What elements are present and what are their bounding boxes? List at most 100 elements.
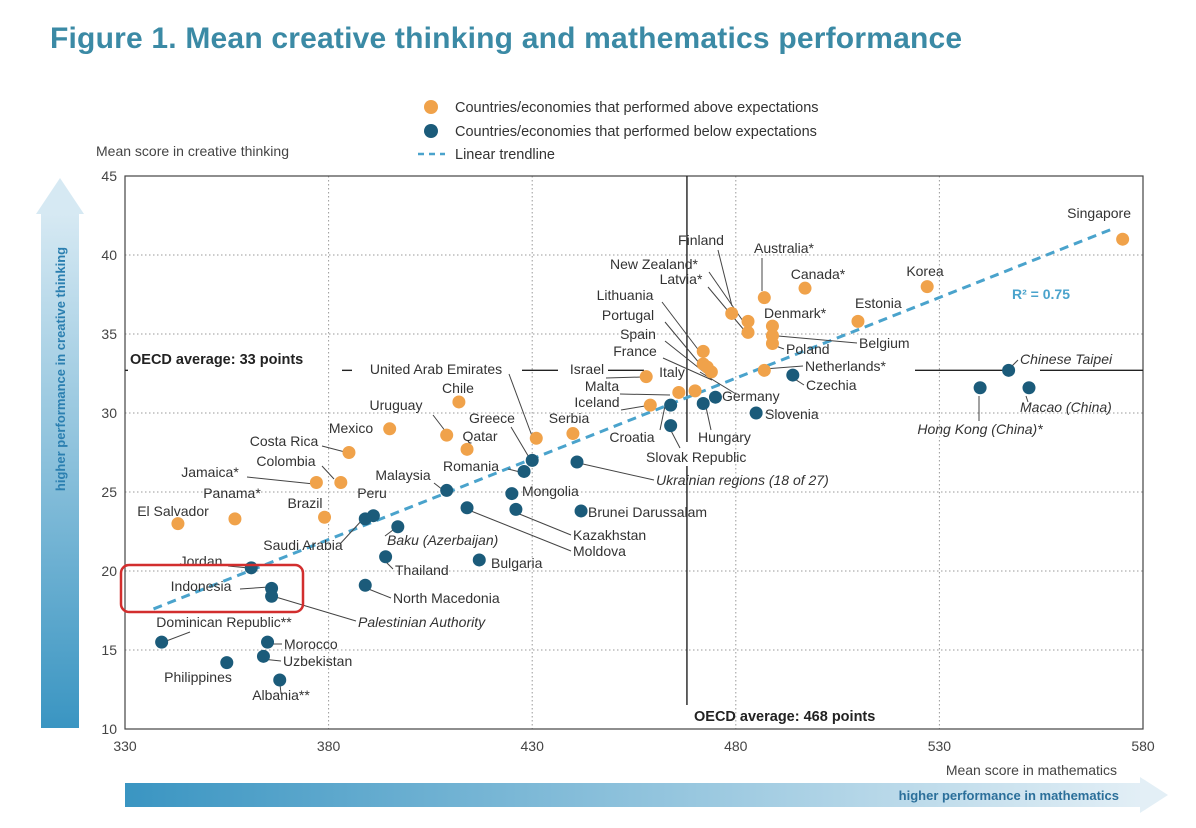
point-australia (757, 291, 771, 305)
x-tick-label: 330 (113, 738, 137, 754)
point-serbia (566, 427, 580, 441)
leader-indonesia (239, 586, 270, 590)
label-netherlands: Netherlands* (805, 358, 886, 374)
x-tick-label: 430 (521, 738, 545, 754)
x-tick-label: 530 (928, 738, 952, 754)
label-moldova: Moldova (573, 543, 626, 559)
point-new-zealand (741, 314, 755, 328)
label-france: France (613, 343, 657, 359)
point-macao-china (1022, 381, 1036, 395)
label-czechia: Czechia (806, 377, 857, 393)
label-australia: Australia* (754, 240, 814, 256)
label-slovenia: Slovenia (765, 406, 819, 422)
x-axis-title: Mean score in mathematics (946, 762, 1117, 778)
point-mongolia (505, 487, 519, 501)
x-arrow-label: higher performance in mathematics (899, 788, 1119, 803)
point-latvia (741, 325, 755, 339)
y-tick-label: 45 (101, 168, 117, 184)
leader-kazakhstan (511, 510, 572, 536)
oecd-math-label: OECD average: 468 points (694, 709, 875, 725)
label-colombia: Colombia (256, 453, 315, 469)
point-philippines (220, 656, 234, 670)
legend-below-marker (424, 124, 438, 138)
leader-costa-rica (321, 445, 346, 453)
point-baku-azerbaijan (391, 520, 405, 534)
point-moldova (460, 501, 474, 515)
label-mexico: Mexico (329, 420, 374, 436)
leader-malta (619, 393, 671, 396)
x-tick-label: 580 (1131, 738, 1155, 754)
label-albania: Albania** (252, 687, 310, 703)
point-slovenia (749, 406, 763, 420)
label-canada: Canada* (791, 266, 846, 282)
label-chinese-taipei: Chinese Taipei (1020, 351, 1113, 367)
point-saudi-arabia (358, 512, 372, 526)
label-poland: Poland (786, 341, 830, 357)
label-denmark: Denmark* (764, 305, 827, 321)
label-philippines: Philippines (164, 669, 232, 685)
point-slovak-republic (664, 419, 678, 433)
leader-israel (605, 376, 643, 379)
label-el-salvador: El Salvador (137, 503, 209, 519)
point-jamaica (309, 476, 323, 490)
point-hong-kong-china (973, 381, 987, 395)
leader-iceland (620, 405, 646, 411)
legend-above-marker (424, 100, 438, 114)
point-thailand (379, 550, 393, 564)
leader-jamaica (246, 476, 315, 485)
point-denmark (765, 319, 779, 333)
label-macao-china: Macao (China) (1020, 399, 1112, 415)
leader-latvia (707, 286, 745, 331)
leader-palestinian-authority (268, 594, 357, 622)
label-mongolia: Mongolia (522, 483, 579, 499)
label-greece: Greece (469, 410, 515, 426)
point-iceland (643, 398, 657, 412)
highlight-box (119, 563, 305, 614)
y-tick-label: 30 (101, 405, 117, 421)
leader-germany (699, 371, 737, 395)
label-brunei-darussalam: Brunei Darussalam (588, 504, 707, 520)
x-tick-label: 380 (317, 738, 341, 754)
leader-france (662, 357, 713, 381)
oecd-creative-label: OECD average: 33 points (130, 352, 303, 368)
y-tick-label: 35 (101, 326, 117, 342)
page-title: Figure 1. Mean creative thinking and mat… (50, 22, 963, 55)
legend-trend-text: Linear trendline (455, 147, 555, 163)
label-north-macedonia: North Macedonia (393, 590, 500, 606)
point-romania (517, 464, 531, 478)
point-albania (273, 673, 287, 687)
label-singapore: Singapore (1067, 205, 1131, 221)
grid (124, 175, 1144, 730)
label-baku-azerbaijan: Baku (Azerbaijan) (387, 532, 498, 548)
point-poland (765, 336, 779, 350)
label-peru: Peru (357, 485, 387, 501)
point-lithuania (696, 344, 710, 358)
label-croatia: Croatia (609, 429, 654, 445)
leader-uruguay (432, 414, 447, 433)
y-tick-label: 25 (101, 484, 117, 500)
point-brazil (318, 510, 332, 524)
label-estonia: Estonia (855, 295, 902, 311)
x-performance-arrow: higher performance in mathematics (125, 777, 1168, 813)
highlight-box-group (119, 563, 305, 614)
label-bulgaria: Bulgaria (491, 555, 543, 571)
label-germany: Germany (722, 388, 780, 404)
legend: Countries/economies that performed above… (418, 100, 819, 163)
label-saudi-arabia: Saudi Arabia (263, 537, 343, 553)
label-panama: Panama* (203, 485, 261, 501)
trendline: R² = 0.75 (152, 228, 1111, 611)
label-jamaica: Jamaica* (181, 464, 239, 480)
label-hungary: Hungary (698, 429, 751, 445)
point-france (704, 365, 718, 379)
label-brazil: Brazil (287, 495, 322, 511)
y-tick-label: 40 (101, 247, 117, 263)
point-kazakhstan (509, 502, 523, 516)
y-arrow-label: higher performance in creative thinking (53, 247, 68, 491)
point-chinese-taipei (1002, 363, 1016, 377)
plot-frame (124, 175, 1144, 730)
data-points (155, 232, 1130, 687)
point-netherlands (757, 363, 771, 377)
point-costa-rica (342, 446, 356, 459)
point-czechia (786, 368, 800, 382)
label-hong-kong-china: Hong Kong (China)* (917, 421, 1043, 437)
